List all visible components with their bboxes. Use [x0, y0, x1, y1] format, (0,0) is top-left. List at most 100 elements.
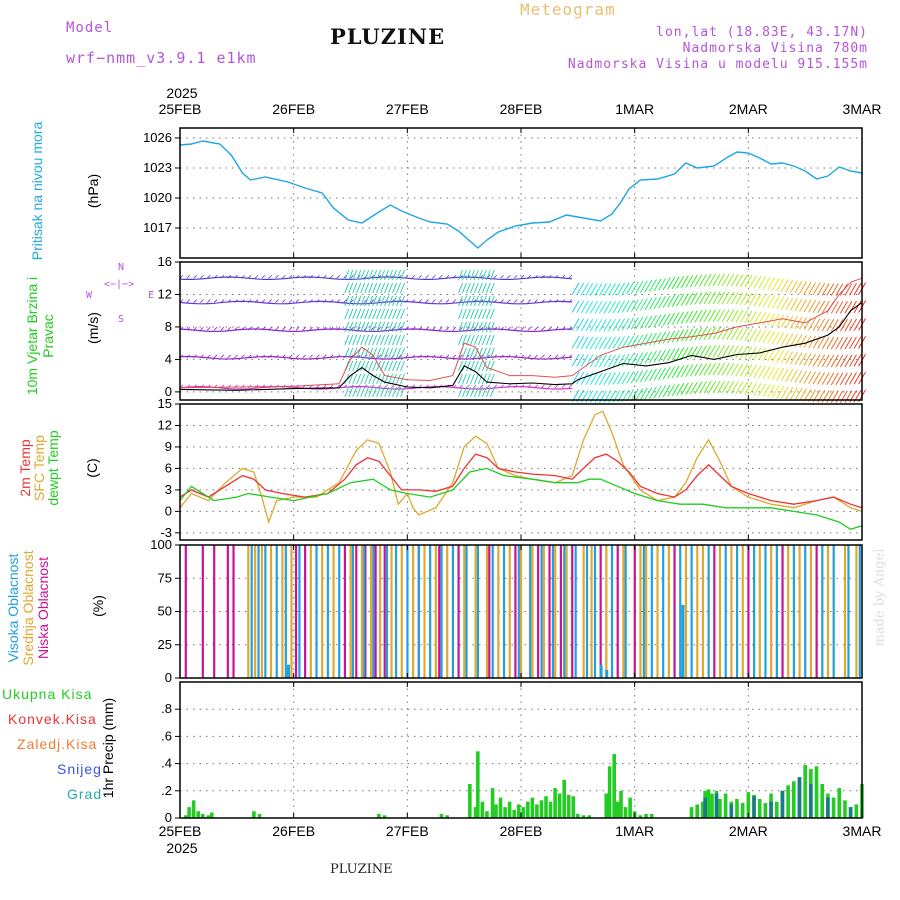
wind-arrow-burst	[364, 321, 370, 333]
wind-barb-row-2	[179, 328, 573, 333]
wind-arrow-burst	[485, 308, 491, 320]
wind-arrow	[603, 283, 612, 296]
wind-arrow	[630, 352, 639, 366]
x-tick-label-top: 2MAR	[729, 101, 768, 117]
wind-barb	[295, 274, 300, 279]
wind-arrow-burst	[458, 321, 463, 333]
wind-arrow	[653, 278, 662, 292]
cloud-bar-low_cloud	[616, 545, 619, 678]
cloud-axis-titles: Visoka Oblacnost Srednja Oblacnost Niska…	[0, 540, 90, 670]
wind-barb	[329, 326, 334, 331]
lonlat-label: lon,lat (18.83E, 43.17N)	[656, 25, 868, 40]
wind-barb	[275, 274, 279, 279]
wind-barb	[247, 299, 252, 303]
precip-bar	[200, 813, 205, 818]
wind-arrow-burst	[481, 321, 487, 333]
wind-arrow	[767, 384, 776, 398]
precip-bar	[183, 815, 188, 818]
wind-arrow-burst	[368, 282, 374, 294]
cloud-bar-high_cloud	[315, 545, 318, 678]
wind-arrow	[653, 385, 662, 399]
wind-arrow	[662, 384, 671, 398]
cloud-bar-low_cloud	[438, 545, 441, 678]
wind-barb	[479, 274, 484, 279]
wind-arrow	[699, 291, 707, 305]
cloud-bar-low_cloud	[815, 545, 818, 678]
cloud-bar-high_cloud	[662, 545, 665, 678]
mid-cloud-label: Srednja Oblacnost	[20, 550, 36, 666]
wind-arrow	[790, 316, 798, 329]
precip-bar	[530, 797, 535, 818]
wind-arrow-burst	[344, 386, 350, 398]
wind-arrow	[644, 297, 653, 311]
x-tick-label-bottom: 25FEB	[159, 823, 202, 839]
wind-arrow-burst	[481, 269, 487, 281]
wind-arrow	[830, 354, 839, 368]
precip-bar	[503, 807, 507, 818]
wind-arrow	[580, 318, 589, 332]
wind-barb	[309, 299, 313, 303]
wind-arrow	[767, 295, 776, 308]
wind-barb	[268, 326, 272, 331]
wind-arrow	[853, 354, 862, 367]
wind-arrow	[794, 370, 803, 383]
wind-arrow	[840, 336, 848, 350]
wind-arrow-burst	[368, 386, 374, 398]
precip-bar	[649, 813, 654, 818]
wind-barb	[370, 384, 375, 389]
precip-bar	[587, 815, 591, 818]
wind-barb	[541, 354, 545, 359]
wind-arrow	[771, 367, 780, 380]
wind-arrow-burst	[360, 308, 366, 320]
cloud-bar-high_cloud	[394, 545, 398, 678]
precip-bar	[196, 811, 200, 818]
wind-arrow-burst	[489, 334, 495, 346]
wind-arrow	[649, 386, 657, 399]
wind-arrow	[608, 336, 616, 350]
wind-arrow	[694, 292, 703, 305]
precip-bar	[566, 794, 571, 818]
wind-barb	[493, 354, 498, 359]
wind-arrow-burst	[356, 295, 362, 307]
wind-arrow	[835, 390, 844, 403]
wind-arrow	[762, 330, 771, 344]
wind-arrow	[808, 371, 816, 385]
wind-arrow	[571, 318, 580, 331]
high-cloud-label: Visoka Oblacnost	[5, 553, 21, 663]
wind-barb	[329, 299, 334, 303]
wind-barb	[309, 326, 313, 331]
wind-arrow	[571, 335, 580, 349]
wind-barb	[316, 354, 320, 359]
wind-arrow	[749, 382, 757, 396]
wind-arrow-burst	[458, 295, 463, 307]
wind-arrow	[580, 336, 589, 350]
wind-arrow	[767, 348, 776, 362]
wind-arrow	[608, 283, 616, 296]
wind-barb	[220, 299, 225, 303]
wind-arrow	[730, 274, 739, 287]
wind-arrow	[717, 309, 726, 322]
wind-barb	[302, 326, 307, 331]
wind-barb	[547, 299, 552, 303]
wind-barb	[507, 326, 511, 331]
wind-arrow	[785, 297, 794, 311]
wind-arrow	[626, 335, 635, 348]
wind-barb	[370, 326, 375, 331]
wind-arrow-burst	[462, 373, 467, 385]
precip-bar	[792, 781, 796, 818]
wind-barb	[568, 354, 573, 359]
cloud-bar-mid_cloud	[645, 545, 648, 678]
wind-barb	[261, 326, 266, 331]
cloud-bar-mid_cloud	[463, 545, 466, 678]
precip-bar	[539, 800, 544, 818]
wind-arrow-burst	[372, 373, 378, 385]
precip-bar	[837, 788, 842, 818]
cloud-bar-mid_cloud	[281, 545, 284, 678]
wind-arrow-burst	[489, 295, 495, 307]
wind-arrow	[649, 350, 657, 364]
cloud-bar-mid_cloud	[423, 545, 426, 678]
wind-barb	[336, 299, 341, 303]
precip-bar	[831, 797, 836, 818]
precip-bar	[615, 801, 620, 818]
wind-arrow	[667, 384, 676, 397]
